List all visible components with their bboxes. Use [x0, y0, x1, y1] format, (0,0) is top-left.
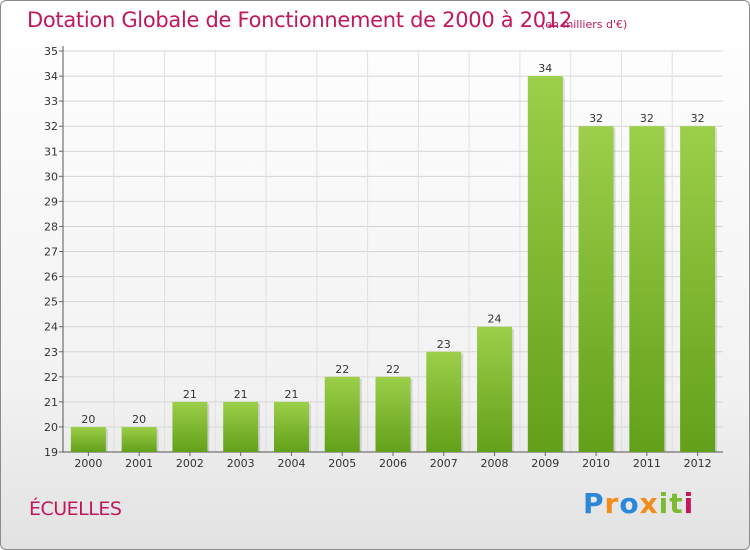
bar — [223, 401, 259, 452]
x-tick-label: 2006 — [379, 457, 407, 470]
data-label: 21 — [284, 388, 298, 401]
brand-letter: r — [604, 487, 620, 520]
y-tick-label: 27 — [44, 246, 58, 259]
x-tick-label: 2010 — [582, 457, 610, 470]
data-label: 32 — [589, 112, 603, 125]
brand-letter: o — [619, 487, 640, 520]
x-axis-ticks: 2000 2001 2002 2003 2004 2005 2006 2007 2008 2009… — [74, 452, 712, 470]
brand-logo: Proxiti — [583, 487, 694, 520]
data-label: 32 — [640, 112, 654, 125]
brand-letter: i — [683, 487, 695, 520]
bar — [426, 351, 462, 452]
data-label: 34 — [538, 62, 552, 75]
data-label: 22 — [386, 363, 400, 376]
bar — [324, 376, 360, 452]
data-label: 20 — [132, 413, 146, 426]
data-label: 21 — [234, 388, 248, 401]
y-tick-label: 28 — [44, 220, 58, 233]
bar — [70, 426, 106, 452]
bar — [527, 76, 563, 452]
y-tick-label: 19 — [44, 446, 58, 459]
data-label: 23 — [437, 338, 451, 351]
x-tick-label: 2011 — [633, 457, 661, 470]
data-label: 20 — [81, 413, 95, 426]
y-tick-label: 34 — [44, 70, 58, 83]
data-label: 21 — [183, 388, 197, 401]
y-tick-label: 22 — [44, 371, 58, 384]
y-tick-label: 26 — [44, 271, 58, 284]
y-tick-label: 20 — [44, 421, 58, 434]
bars — [70, 76, 718, 452]
bar — [578, 126, 614, 452]
bar — [273, 401, 309, 452]
data-label: 22 — [335, 363, 349, 376]
data-label: 24 — [488, 313, 502, 326]
y-tick-label: 24 — [44, 321, 58, 334]
brand-letter: P — [583, 487, 605, 520]
chart-title: Dotation Globale de Fonctionnement de 20… — [27, 8, 572, 32]
commune-name: ÉCUELLES — [29, 498, 122, 520]
x-tick-label: 2000 — [74, 457, 102, 470]
x-tick-label: 2003 — [227, 457, 255, 470]
bar — [121, 426, 157, 452]
bar — [680, 126, 716, 452]
y-axis-ticks: 19 20 21 22 23 24 25 26 27 28 29 30 31 32 33 34 35 — [44, 45, 63, 459]
x-tick-label: 2002 — [176, 457, 204, 470]
brand-letter: i — [658, 487, 670, 520]
x-tick-label: 2004 — [277, 457, 305, 470]
brand-letter: x — [639, 487, 659, 520]
y-tick-label: 25 — [44, 296, 58, 309]
bar — [375, 376, 411, 452]
y-tick-label: 33 — [44, 95, 58, 108]
x-tick-label: 2012 — [684, 457, 712, 470]
y-tick-label: 21 — [44, 396, 58, 409]
bar — [172, 401, 208, 452]
x-tick-label: 2005 — [328, 457, 356, 470]
chart-subtitle: (en milliers d'€) — [541, 18, 628, 31]
x-tick-label: 2009 — [531, 457, 559, 470]
y-tick-label: 31 — [44, 145, 58, 158]
y-tick-label: 29 — [44, 195, 58, 208]
x-tick-label: 2007 — [430, 457, 458, 470]
x-tick-label: 2008 — [481, 457, 509, 470]
data-label: 32 — [691, 112, 705, 125]
data-labels: 20 20 21 21 21 22 22 23 24 34 32 32 32 — [81, 62, 704, 426]
y-tick-label: 35 — [44, 45, 58, 58]
x-tick-label: 2001 — [125, 457, 153, 470]
bar — [629, 126, 665, 452]
y-tick-label: 30 — [44, 170, 58, 183]
y-tick-label: 23 — [44, 346, 58, 359]
brand-letter: t — [669, 487, 684, 520]
bar — [477, 326, 513, 452]
y-tick-label: 32 — [44, 120, 58, 133]
